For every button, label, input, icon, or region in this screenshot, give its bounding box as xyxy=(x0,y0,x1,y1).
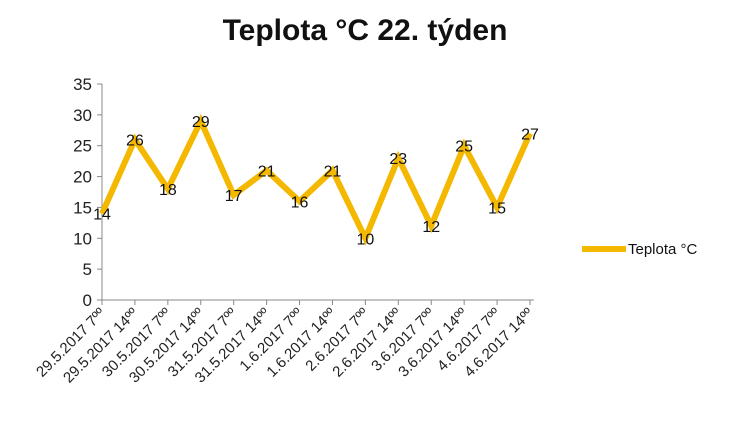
data-label: 12 xyxy=(422,219,440,236)
y-tick-label: 15 xyxy=(73,198,92,217)
y-tick-label: 25 xyxy=(73,137,92,156)
data-label: 29 xyxy=(192,114,210,131)
legend-label: Teplota °C xyxy=(628,241,698,258)
y-tick-label: 5 xyxy=(83,260,92,279)
y-tick-label: 35 xyxy=(73,75,92,94)
data-label: 27 xyxy=(521,126,539,143)
chart-title: Teplota °C 22. týden xyxy=(222,14,508,47)
y-tick-label: 30 xyxy=(73,106,92,125)
data-label: 10 xyxy=(356,231,374,248)
data-label: 25 xyxy=(455,139,473,156)
series-line xyxy=(99,113,533,246)
data-label: 16 xyxy=(291,194,309,211)
data-label: 21 xyxy=(258,163,276,180)
y-tick-label: 10 xyxy=(73,229,92,248)
data-label: 23 xyxy=(389,151,407,168)
y-tick-label: 20 xyxy=(73,168,92,187)
data-label: 21 xyxy=(324,163,342,180)
data-label: 14 xyxy=(93,207,111,224)
data-label: 26 xyxy=(126,133,144,150)
data-label: 15 xyxy=(488,200,506,217)
y-tick-label: 0 xyxy=(83,291,92,310)
data-label: 17 xyxy=(225,188,243,205)
data-label: 18 xyxy=(159,182,177,199)
